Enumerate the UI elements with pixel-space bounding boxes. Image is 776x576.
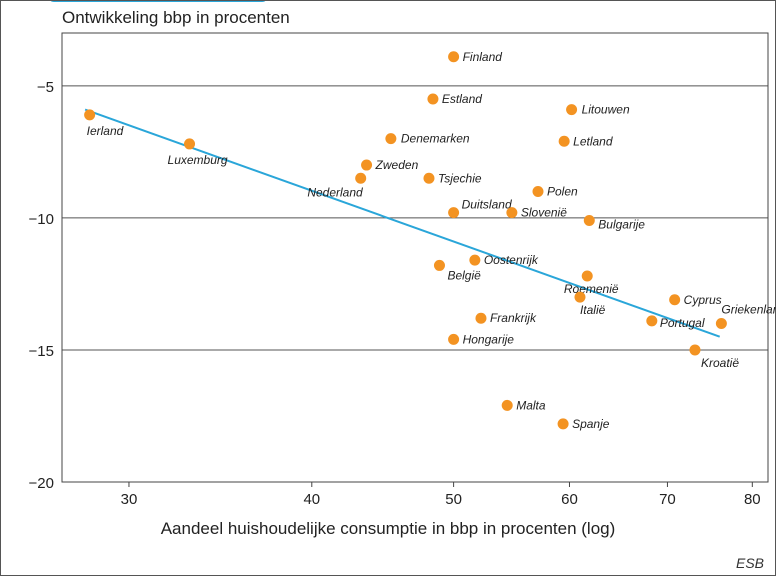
data-label: Kroatië <box>701 356 739 370</box>
data-label: Cyprus <box>684 293 722 307</box>
y-tick-label: −15 <box>29 343 54 360</box>
data-label: Duitsland <box>462 198 512 212</box>
x-axis-label: Aandeel huishoudelijke consumptie in bbp… <box>160 519 616 538</box>
data-label: Frankrijk <box>490 311 537 325</box>
data-point <box>448 333 460 345</box>
data-label: Luxemburg <box>168 153 228 167</box>
data-label: Denemarken <box>401 132 470 146</box>
data-point <box>646 315 658 327</box>
y-tick-label: −20 <box>29 475 54 492</box>
data-label: Nederland <box>307 185 363 199</box>
data-point <box>574 291 586 303</box>
data-label: Ierland <box>87 124 124 138</box>
data-point <box>433 259 445 271</box>
x-tick-label: 60 <box>561 491 578 508</box>
data-label: Tsjechie <box>438 171 482 185</box>
x-tick-label: 50 <box>445 491 462 508</box>
data-label: Estland <box>442 92 482 106</box>
data-point <box>566 104 578 116</box>
data-label: Polen <box>547 184 578 198</box>
data-point <box>469 254 481 266</box>
data-label: Griekenland <box>721 303 776 317</box>
data-label: Bulgarije <box>598 218 645 232</box>
data-point <box>355 172 367 184</box>
data-label: Oostenrijk <box>484 253 539 267</box>
chart-title: Ontwikkeling bbp in procenten <box>62 8 290 27</box>
y-tick-label: −5 <box>37 79 54 96</box>
data-point <box>501 399 513 411</box>
data-point <box>715 318 727 330</box>
data-point <box>532 185 544 197</box>
data-point <box>427 93 439 105</box>
data-point <box>361 159 373 171</box>
data-label: Hongarije <box>463 332 515 346</box>
data-label: Malta <box>516 398 546 412</box>
data-point <box>506 207 518 219</box>
data-label: Finland <box>463 50 503 64</box>
source-label: ESB <box>735 555 764 571</box>
data-point <box>475 312 487 324</box>
data-label: Litouwen <box>582 103 630 117</box>
data-label: Slovenië <box>521 206 567 220</box>
x-tick-label: 30 <box>121 491 138 508</box>
data-point <box>448 51 460 63</box>
data-label: Letland <box>573 134 613 148</box>
data-point <box>423 172 435 184</box>
data-point <box>583 215 595 227</box>
data-point <box>184 138 196 150</box>
plot-area <box>61 32 769 483</box>
data-label: België <box>447 268 481 282</box>
data-label: Spanje <box>572 417 610 431</box>
data-label: Italië <box>580 303 606 317</box>
data-label: Portugal <box>660 316 705 330</box>
y-tick-label: −10 <box>29 211 54 228</box>
x-tick-label: 80 <box>744 491 761 508</box>
data-point <box>557 418 569 430</box>
data-point <box>385 133 397 145</box>
data-label: Roemenië <box>564 282 619 296</box>
x-tick-label: 40 <box>303 491 320 508</box>
x-tick-label: 70 <box>659 491 676 508</box>
data-point <box>448 207 460 219</box>
data-label: Zweden <box>375 158 419 172</box>
data-point <box>669 294 681 306</box>
data-point <box>84 109 96 121</box>
data-point <box>689 344 701 356</box>
data-point <box>558 135 570 147</box>
data-point <box>581 270 593 282</box>
